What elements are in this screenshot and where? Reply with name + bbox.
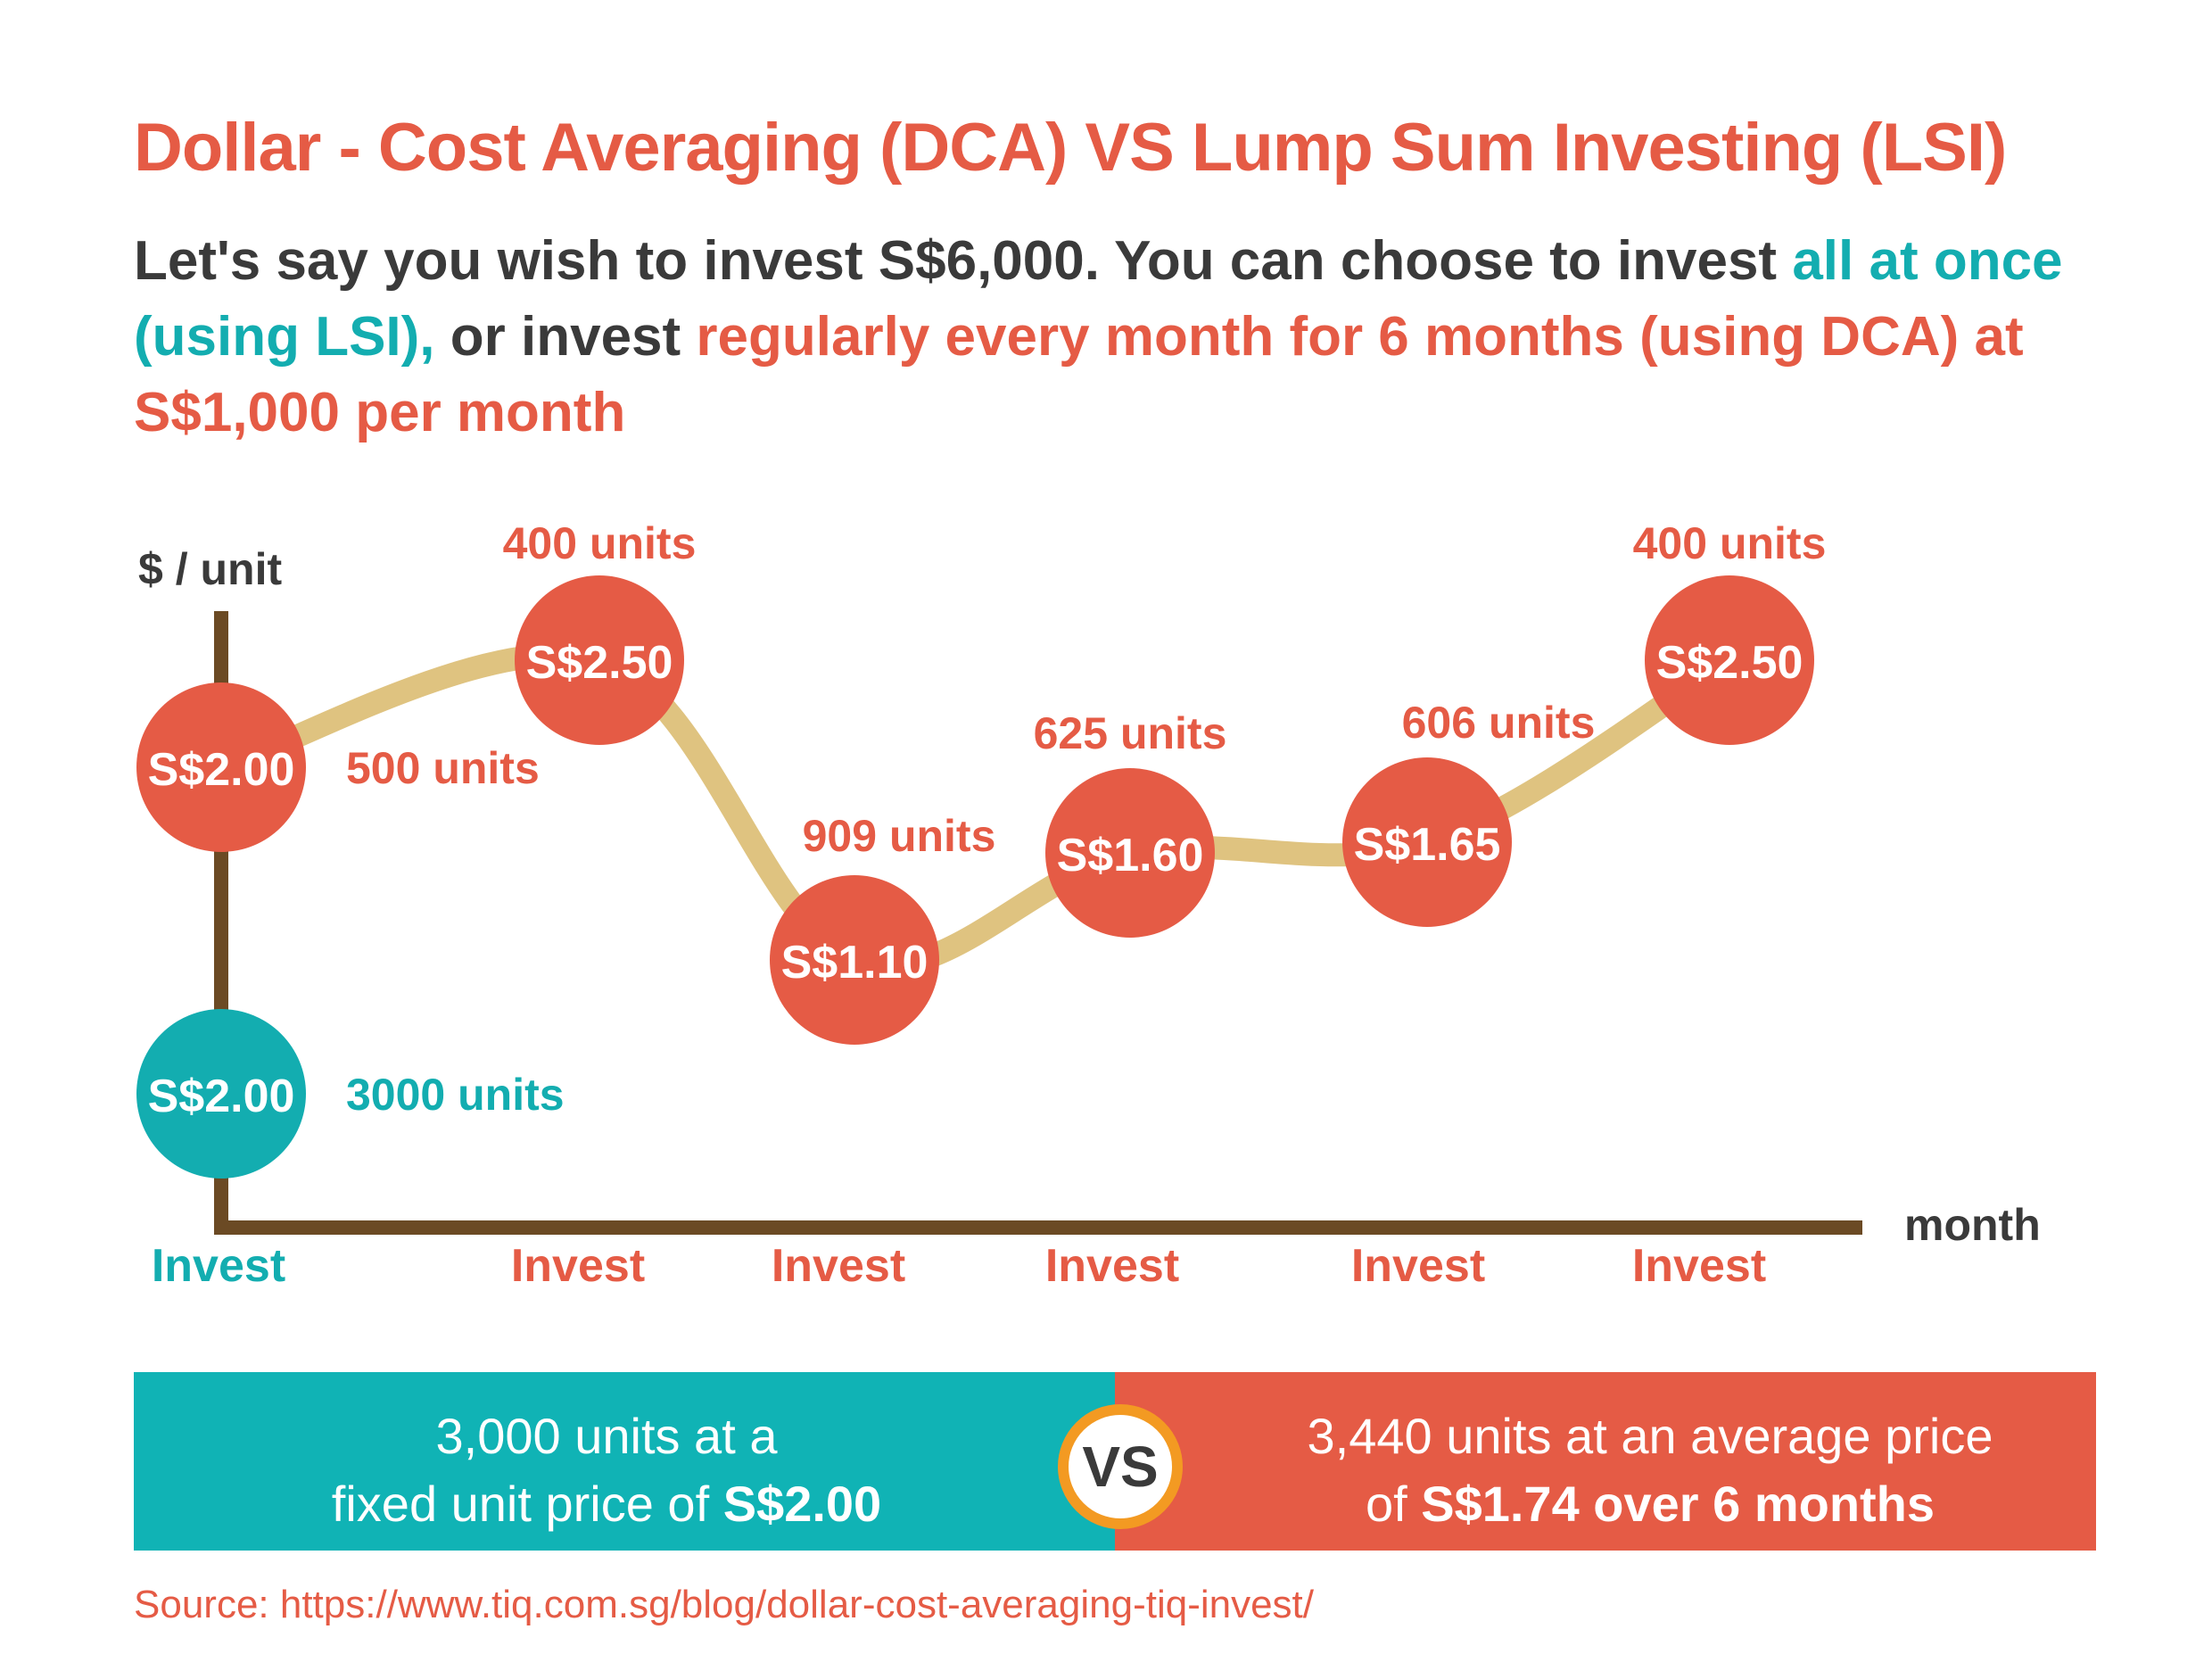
intro-text: Let's say you wish to invest S$6,000. Yo… [134,223,2096,451]
lsi-summary-line-2: fixed unit price of [331,1476,723,1532]
dca-lsi-chart: $ / unit month S$2.00 500 units S$2.50 400 … [136,518,2041,1292]
dca-units-label-4: 625 units [1034,708,1227,758]
dca-point-6 [1645,575,1814,745]
intro-part-lsi: all at once (using LSI), [134,230,2063,368]
lsi-summary: 3,000 units at a fixed unit price of S$2… [134,1372,1115,1551]
x-tick-label-2: Invest [511,1240,645,1292]
dca-price-label-4: S$1.60 [1057,830,1204,881]
summary-banner: 3,000 units at a fixed unit price of S$2… [134,1372,2096,1551]
page-title: Dollar - Cost Averaging (DCA) VS Lump Su… [134,110,2007,186]
x-tick-label-5: Invest [1351,1240,1485,1292]
dca-point-2 [515,575,684,745]
dca-price-label-2: S$2.50 [526,637,673,689]
vs-badge: VS [1058,1404,1183,1529]
intro-part-dca: regularly every month for 6 months (usin… [134,306,2024,443]
intro-part-1: Let's say you wish to invest S$6,000. Yo… [134,230,1778,292]
dca-units-label-3: 909 units [803,811,996,861]
y-axis-label: $ / unit [138,544,282,594]
x-tick-label-1: Invest [152,1240,285,1292]
lsi-point [136,1009,306,1179]
dca-units-label-2: 400 units [503,518,697,568]
dca-price-label-3: S$1.10 [781,937,929,988]
dca-units-label-1: 500 units [346,743,540,793]
dca-summary-line-2: of [1365,1476,1422,1532]
x-tick-labels: Invest Invest Invest Invest Invest Invest [152,1240,1766,1292]
lsi-summary-text: 3,000 units at a fixed unit price of S$2… [187,1402,1026,1538]
dca-price-label-5: S$1.65 [1354,819,1501,871]
intro-part-3: or invest [450,306,681,368]
lsi-units-label: 3000 units [346,1070,565,1120]
lsi-summary-price: S$2.00 [722,1476,882,1532]
dca-units-label-6: 400 units [1633,518,1827,568]
x-tick-label-4: Invest [1045,1240,1179,1292]
lsi-summary-line-1: 3,000 units at a [435,1408,778,1464]
dca-point-5 [1342,757,1512,927]
x-axis-label: month [1904,1200,2041,1250]
x-tick-label-6: Invest [1632,1240,1766,1292]
dca-summary-line-1: 3,440 units at an average price [1307,1408,1993,1464]
x-tick-label-3: Invest [772,1240,905,1292]
dca-price-label-1: S$2.00 [148,744,295,796]
dca-point-1 [136,682,306,852]
lsi-price-label: S$2.00 [148,1071,295,1122]
dca-point-4 [1045,768,1215,938]
source-credit: Source: https://www.tiq.com.sg/blog/doll… [134,1583,1315,1626]
dca-summary-price: S$1.74 over 6 months [1421,1476,1936,1532]
data-points: S$2.00 500 units S$2.50 400 units S$1.10 909 … [136,518,1826,1179]
dca-summary-text: 3,440 units at an average price of S$1.7… [1231,1402,2069,1538]
dca-summary: 3,440 units at an average price of S$1.7… [1115,1372,2096,1551]
dca-price-label-6: S$2.50 [1656,637,1803,689]
dca-units-label-5: 606 units [1402,698,1596,748]
dca-point-3 [770,875,939,1045]
